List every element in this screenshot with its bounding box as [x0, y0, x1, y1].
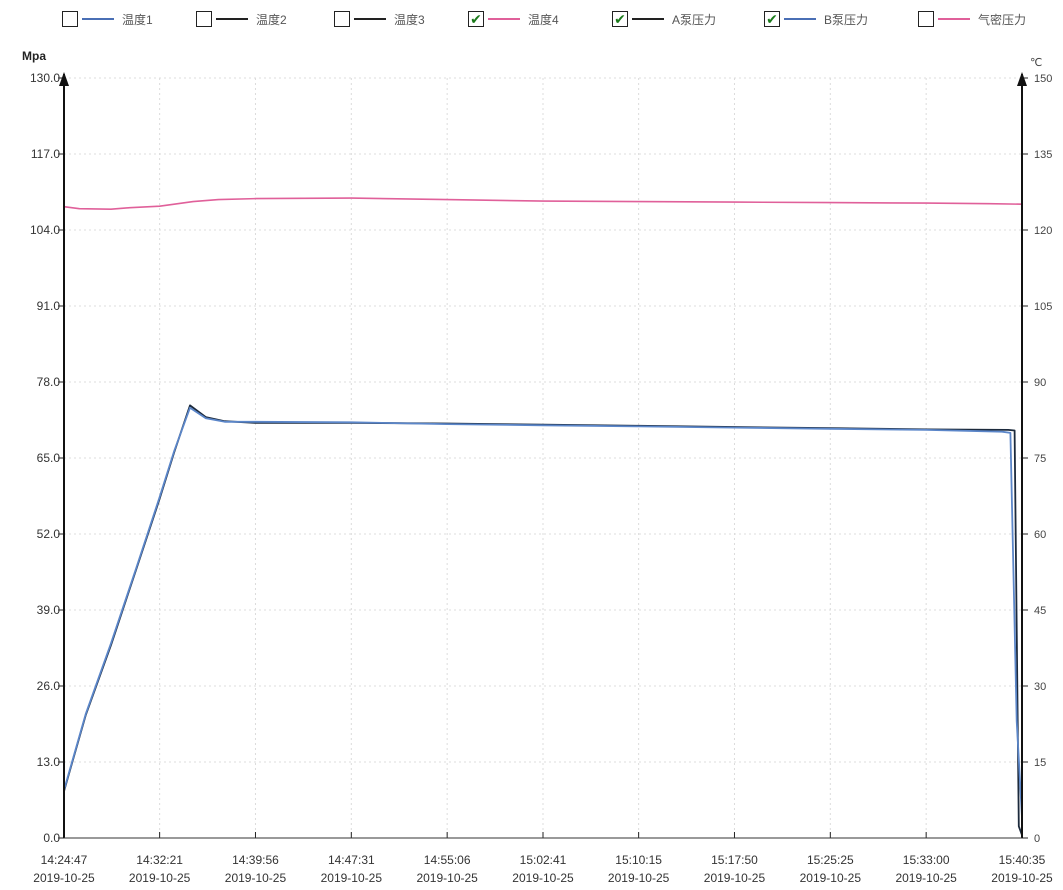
y-tick-label: 117.0	[31, 147, 60, 161]
y-right-tick-label: 75	[1034, 453, 1046, 465]
series-line-3	[63, 406, 1023, 818]
x-tick-time-label: 14:24:47	[41, 853, 88, 867]
x-tick-date-label: 2019-10-25	[704, 871, 766, 885]
y-axis-left-arrow	[59, 72, 69, 86]
x-tick-time-label: 14:39:56	[232, 853, 279, 867]
x-tick-time-label: 15:17:50	[711, 853, 758, 867]
x-tick-date-label: 2019-10-25	[33, 871, 95, 885]
y-tick-label: 39.0	[37, 603, 61, 617]
y-right-tick-label: 90	[1034, 377, 1046, 389]
x-tick-time-label: 14:47:31	[328, 853, 375, 867]
y-tick-label: 52.0	[37, 527, 61, 541]
x-tick-date-label: 2019-10-25	[225, 871, 287, 885]
y-tick-label: 104.0	[30, 223, 60, 237]
y-tick-label: 78.0	[37, 375, 61, 389]
legend-label: B泵压力	[824, 12, 869, 27]
legend-swatch	[784, 18, 816, 20]
legend-label: 温度3	[394, 12, 425, 27]
legend-checkbox[interactable]: ✔	[764, 11, 780, 27]
legend-item-temp3[interactable]: 温度3	[334, 8, 425, 30]
legend-checkbox[interactable]: ✔	[468, 11, 484, 27]
legend-item-pump-a-pressure[interactable]: ✔ A泵压力	[612, 8, 716, 30]
x-tick-time-label: 14:32:21	[136, 853, 183, 867]
legend-item-temp4[interactable]: ✔ 温度4	[468, 8, 559, 30]
y-right-tick-label: 105	[1034, 301, 1052, 313]
legend-swatch	[216, 18, 248, 20]
legend-swatch	[938, 18, 970, 20]
y-tick-label: 26.0	[37, 679, 61, 693]
y-axis-unit-right: ℃	[1030, 57, 1042, 69]
legend-checkbox[interactable]	[196, 11, 212, 27]
x-tick-date-label: 2019-10-25	[321, 871, 383, 885]
x-tick-time-label: 15:40:35	[999, 853, 1046, 867]
legend-item-pump-b-pressure[interactable]: ✔ B泵压力	[764, 8, 868, 30]
legend-swatch	[354, 18, 386, 20]
x-tick-time-label: 15:10:15	[615, 853, 662, 867]
y-right-tick-label: 45	[1034, 605, 1046, 617]
y-right-tick-label: 135	[1034, 149, 1052, 161]
legend-checkbox[interactable]	[334, 11, 350, 27]
legend-checkbox[interactable]	[62, 11, 78, 27]
series-line-1	[63, 197, 1023, 210]
x-tick-time-label: 15:33:00	[903, 853, 950, 867]
legend-label: A泵压力	[672, 12, 717, 27]
series-layer	[63, 197, 1023, 836]
y-right-tick-label: 150	[1034, 73, 1052, 85]
y-tick-label: 91.0	[37, 299, 61, 313]
chart-legend: 温度1 温度2 温度3 ✔ 温度4 ✔ A泵压力 ✔ B泵压力 气密压力	[0, 0, 1063, 34]
legend-label: 温度4	[528, 12, 559, 27]
x-tick-date-label: 2019-10-25	[512, 871, 574, 885]
x-tick-date-label: 2019-10-25	[129, 871, 191, 885]
x-tick-date-label: 2019-10-25	[991, 871, 1053, 885]
y-right-tick-label: 120	[1034, 225, 1052, 237]
x-tick-time-label: 15:25:25	[807, 853, 854, 867]
legend-item-temp2[interactable]: 温度2	[196, 8, 287, 30]
y-tick-label: 13.0	[37, 755, 61, 769]
x-tick-time-label: 14:55:06	[424, 853, 471, 867]
legend-swatch	[82, 18, 114, 20]
y-tick-label: 65.0	[37, 451, 61, 465]
y-axis-unit-left: Mpa	[22, 49, 46, 63]
legend-checkbox[interactable]	[918, 11, 934, 27]
y-axis-right-arrow	[1017, 72, 1027, 86]
x-tick-date-label: 2019-10-25	[800, 871, 862, 885]
legend-checkbox[interactable]: ✔	[612, 11, 628, 27]
grid	[63, 77, 1023, 839]
x-tick-date-label: 2019-10-25	[608, 871, 670, 885]
y-right-tick-label: 15	[1034, 757, 1046, 769]
legend-swatch	[488, 18, 520, 20]
legend-label: 温度2	[256, 12, 287, 27]
y-right-tick-label: 30	[1034, 681, 1046, 693]
legend-label: 气密压力	[978, 12, 1027, 27]
axes	[58, 72, 1028, 839]
legend-swatch	[632, 18, 664, 20]
legend-item-temp1[interactable]: 温度1	[62, 8, 153, 30]
legend-item-airtight-pressure[interactable]: 气密压力	[918, 8, 1026, 30]
y-right-tick-label: 0	[1034, 833, 1040, 845]
y-right-tick-label: 60	[1034, 529, 1046, 541]
y-tick-label: 130.0	[30, 71, 60, 85]
x-tick-time-label: 15:02:41	[520, 853, 567, 867]
legend-label: 温度1	[122, 12, 153, 27]
x-tick-date-label: 2019-10-25	[895, 871, 957, 885]
x-tick-date-label: 2019-10-25	[416, 871, 478, 885]
y-tick-label: 0.0	[43, 831, 60, 845]
